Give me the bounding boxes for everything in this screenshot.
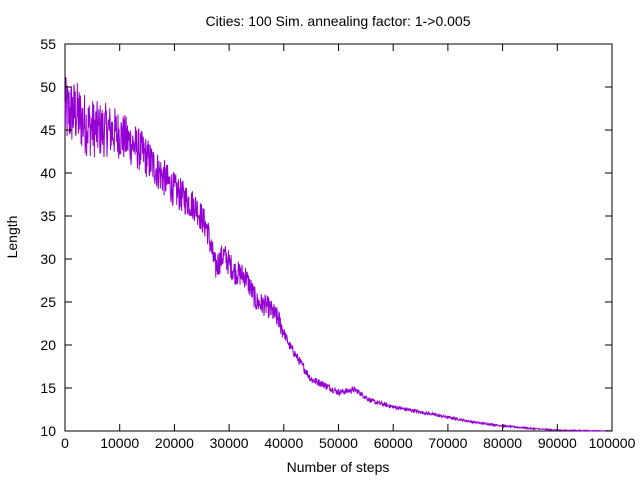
- series-line: [64, 77, 613, 433]
- x-tick-label: 60000: [374, 435, 413, 451]
- x-tick-label: 70000: [428, 435, 467, 451]
- x-tick-label: 50000: [319, 435, 358, 451]
- y-tick-label: 50: [40, 79, 56, 95]
- y-axis-label: Length: [4, 216, 20, 259]
- y-tick-label: 45: [40, 122, 56, 138]
- x-axis-label: Number of steps: [287, 459, 390, 475]
- x-tick-label: 80000: [483, 435, 522, 451]
- x-axis: 0 10000 20000 30000 40000 50000 60000 70000 8000…: [61, 44, 636, 451]
- y-tick-label: 40: [40, 165, 56, 181]
- x-tick-label: 40000: [264, 435, 303, 451]
- y-tick-label: 10: [40, 423, 56, 439]
- y-tick-label: 30: [40, 251, 56, 267]
- chart-title: Cities: 100 Sim. annealing factor: 1->0.…: [206, 13, 471, 29]
- y-tick-label: 20: [40, 337, 56, 353]
- plot-border: [64, 43, 613, 432]
- x-tick-label: 0: [61, 435, 69, 451]
- x-tick-label: 30000: [210, 435, 249, 451]
- y-tick-label: 55: [40, 36, 56, 52]
- y-axis: 10 15 20 25 30 35 40 45 50 55: [40, 36, 612, 439]
- y-tick-label: 15: [40, 380, 56, 396]
- y-tick-label: 35: [40, 208, 56, 224]
- x-tick-label: 10000: [100, 435, 139, 451]
- x-tick-label: 90000: [538, 435, 577, 451]
- plot-area: [64, 43, 613, 432]
- x-tick-label: 100000: [589, 435, 636, 451]
- x-tick-label: 20000: [155, 435, 194, 451]
- y-tick-label: 25: [40, 294, 56, 310]
